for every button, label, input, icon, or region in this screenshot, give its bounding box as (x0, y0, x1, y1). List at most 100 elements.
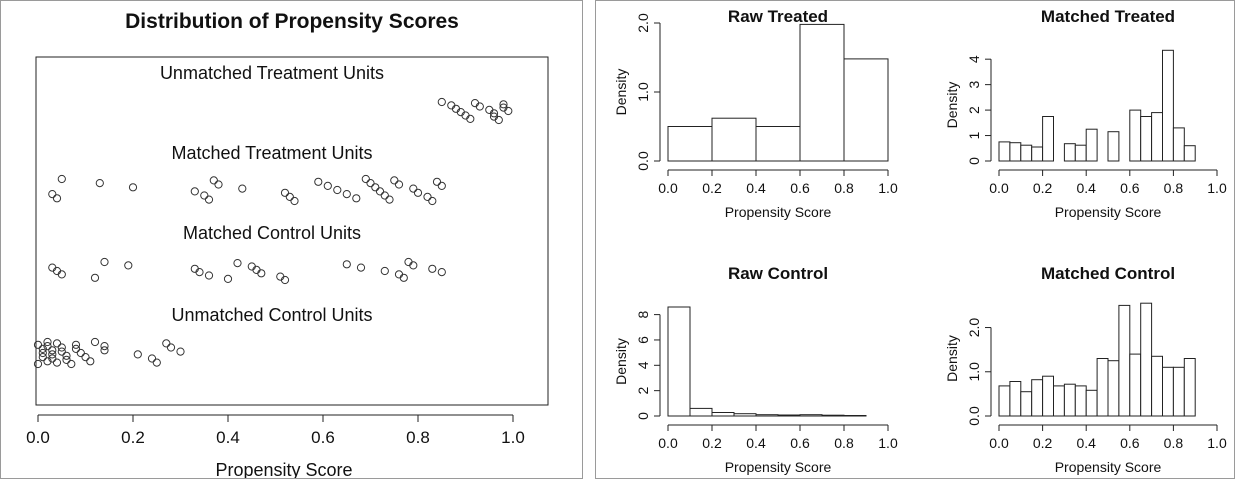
scatter-point (257, 269, 266, 278)
histogram-bar (1074, 144, 1087, 162)
histogram-bar (711, 412, 735, 417)
x-tick-label: 1.0 (1207, 435, 1227, 451)
x-tick-label: 0.4 (746, 180, 766, 196)
x-tick-label: 1.0 (1207, 180, 1227, 196)
scatter-point (280, 275, 290, 285)
x-tick-label: 0.8 (1164, 435, 1184, 451)
x-tick-label: 0.4 (1076, 435, 1096, 451)
scatter-point (100, 346, 109, 355)
x-tick-label: 0.4 (216, 428, 240, 447)
x-tick-label: 0.2 (1033, 180, 1053, 196)
histogram-bar (1042, 375, 1055, 417)
chart-title: Distribution of Propensity Scores (125, 10, 459, 33)
scatter-point (399, 273, 408, 282)
histogram-bar (1140, 302, 1153, 417)
histogram-title: Raw Control (728, 264, 828, 283)
x-tick-label: 0.4 (746, 435, 766, 451)
scatter-point (437, 97, 446, 107)
scatter-point (475, 102, 484, 111)
histogram-bar (1042, 116, 1055, 162)
x-tick-label: 0.0 (658, 435, 678, 451)
histogram-raw-treated: Raw Treated 0.0 0.2 0.4 0.6 0.8 1.0 Propensity … (613, 7, 898, 220)
y-tick-label: 1 (966, 131, 982, 139)
scatter-point (314, 177, 323, 186)
x-axis-label: Propensity Score (215, 460, 352, 479)
histogram-bar (1183, 145, 1196, 162)
group-label: Matched Treatment Units (171, 143, 372, 163)
histogram-bar (711, 117, 757, 162)
scatter-point (366, 179, 375, 188)
scatter-point (162, 339, 171, 348)
group-label: Unmatched Control Units (171, 305, 372, 325)
histogram-bar (1151, 355, 1163, 417)
x-axis-label: Propensity Score (1055, 459, 1162, 475)
y-tick-label: 4 (635, 361, 651, 369)
histogram-bar (843, 58, 889, 162)
propensity-jitter-panel: Distribution of Propensity Scores Unmatch… (0, 0, 583, 479)
scatter-point (223, 274, 233, 283)
x-tick-label: 0.6 (790, 435, 810, 451)
histogram-bar (1172, 366, 1185, 417)
scatter-point (214, 180, 223, 189)
scatter-point (128, 183, 138, 192)
x-tick-label: 0.8 (834, 180, 854, 196)
y-tick-label: 0.0 (966, 406, 982, 426)
y-axis-label: Density (944, 335, 960, 382)
histogram-bar (1129, 109, 1142, 162)
scatter-point (38, 348, 47, 358)
scatter-point (57, 343, 66, 352)
x-tick-label: 0.6 (790, 180, 810, 196)
histogram-bar (1020, 391, 1033, 417)
scatter-point (33, 359, 43, 369)
scatter-point (466, 114, 475, 124)
y-tick-label: 0.0 (635, 151, 651, 171)
histogram-bar (1183, 358, 1196, 417)
histogram-bar (821, 414, 845, 417)
scatter-point (57, 174, 66, 184)
histogram-bar (1096, 358, 1109, 417)
scatter-point (62, 355, 71, 364)
x-tick-label: 1.0 (501, 428, 525, 447)
scatter-point (285, 192, 294, 201)
histogram-matched-treated: Matched Treated 0.0 0.2 0.4 0.6 0.8 1.0 Propens… (944, 7, 1227, 220)
histogram-grid: Raw Treated 0.0 0.2 0.4 0.6 0.8 1.0 Propensity … (613, 7, 1227, 475)
scatter-point (413, 188, 423, 197)
scatter-point (43, 337, 52, 347)
scatter-point (38, 353, 47, 362)
scatter-point (437, 268, 446, 277)
scatter-point (190, 187, 199, 196)
scatter-point (233, 259, 242, 268)
scatter-point (52, 339, 62, 348)
histogram-bar (998, 141, 1011, 162)
scatter-point (43, 342, 52, 351)
scatter-point (238, 184, 247, 193)
histogram-bar (733, 413, 757, 417)
histogram-bar (1020, 144, 1033, 162)
histogram-bar (1074, 385, 1087, 417)
histogram-bar (1009, 142, 1022, 162)
histogram-bar (1162, 366, 1174, 417)
scatter-point (352, 194, 361, 203)
scatter-point (280, 188, 290, 197)
scatter-point (204, 271, 214, 280)
scatter-point (43, 357, 52, 366)
scatter-point (204, 195, 214, 204)
scatter-point (356, 263, 366, 272)
scatter-point (290, 196, 299, 206)
x-tick-label: 0.4 (1076, 180, 1096, 196)
scatter-point (147, 354, 157, 363)
scatter-point (48, 350, 57, 359)
y-tick-label: 2.0 (966, 318, 982, 338)
scatter-point (323, 181, 332, 190)
scatter-point (195, 268, 204, 277)
scatter-point (76, 348, 85, 358)
histogram-bar (1107, 360, 1120, 417)
histogram-bar (1162, 49, 1174, 162)
scatter-point (409, 261, 418, 270)
scatter-point (90, 273, 100, 282)
scatter-point (409, 184, 418, 193)
scatter-point (432, 177, 442, 186)
histogram-bar (1151, 112, 1163, 162)
scatter-point (380, 266, 389, 276)
x-tick-label: 0.8 (1164, 180, 1184, 196)
